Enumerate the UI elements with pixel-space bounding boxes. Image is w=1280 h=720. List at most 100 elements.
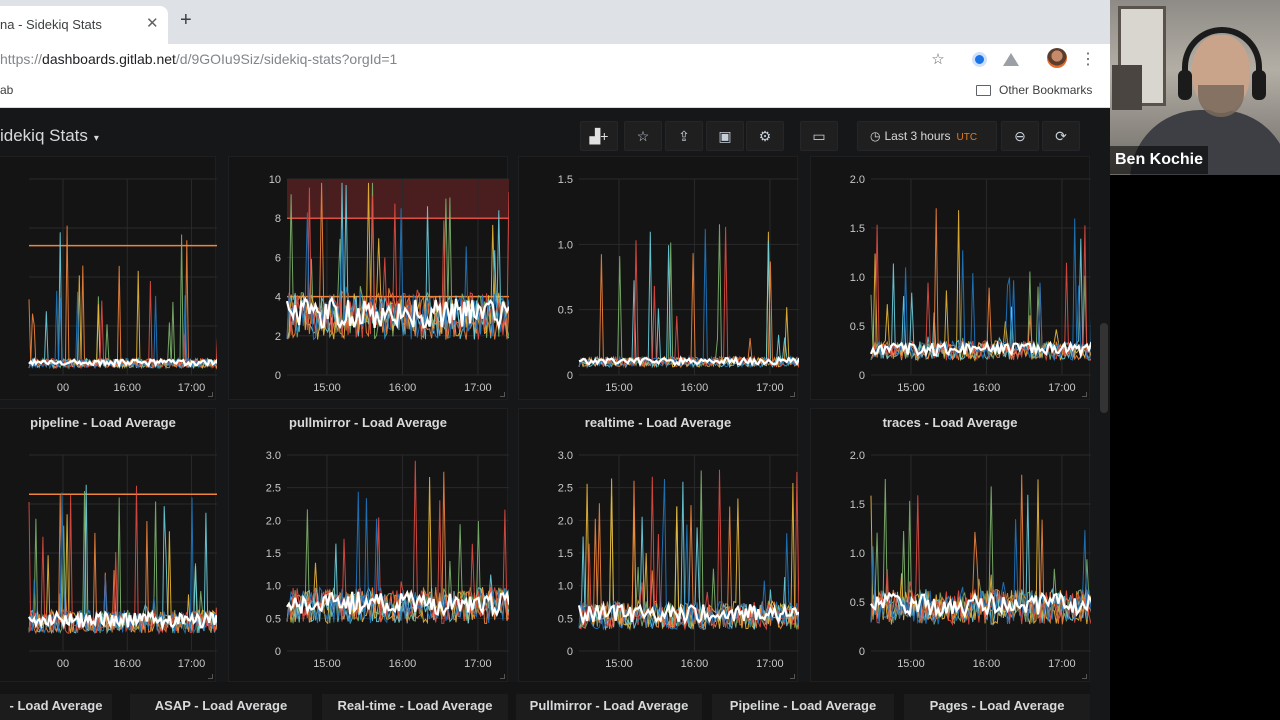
y-tick-label: 8 bbox=[275, 213, 281, 225]
gear-icon: ⚙ bbox=[758, 128, 772, 144]
x-tick-label: 16:00 bbox=[389, 382, 417, 394]
refresh-button[interactable]: ⟳ bbox=[1042, 121, 1080, 151]
y-tick-label: 6 bbox=[275, 252, 281, 264]
y-tick-label: 0 bbox=[567, 646, 573, 658]
y-tick-label: 2.0 bbox=[850, 450, 865, 462]
resize-handle[interactable] bbox=[500, 674, 505, 679]
y-tick-label: 1.0 bbox=[850, 548, 865, 560]
scrollbar[interactable] bbox=[1100, 323, 1108, 413]
browser-menu-icon[interactable]: ⋮ bbox=[1080, 51, 1096, 68]
time-range-label: Last 3 hours bbox=[884, 129, 951, 143]
panel-title[interactable]: pullmirror - Load Average bbox=[289, 415, 447, 430]
panel-realtime[interactable]: realtime - Load Average 0 0.5 1.0 1.5 2.0 2.5 3… bbox=[518, 408, 799, 682]
series-line bbox=[285, 296, 509, 331]
panel-title[interactable]: realtime - Load Average bbox=[584, 415, 732, 430]
participant-name: Ben Kochie bbox=[1110, 146, 1209, 174]
series-line bbox=[28, 357, 217, 369]
x-tick-label: 17:00 bbox=[1048, 382, 1076, 394]
x-tick-label: 15:00 bbox=[605, 382, 633, 394]
headset bbox=[1182, 27, 1262, 87]
bookmarks-bar: ab Other Bookmarks bbox=[0, 76, 1110, 108]
star-dashboard-button[interactable]: ☆ bbox=[624, 121, 662, 151]
headset-ear-left bbox=[1178, 70, 1192, 100]
new-tab-icon[interactable]: + bbox=[180, 9, 192, 31]
panel-title[interactable]: traces - Load Average bbox=[882, 415, 1018, 430]
add-panel-button[interactable]: ▟+ bbox=[580, 121, 618, 151]
x-tick-label: 15:00 bbox=[313, 382, 341, 394]
y-tick-label: 4 bbox=[275, 292, 281, 304]
bookmark-star-icon[interactable]: ☆ bbox=[931, 51, 945, 68]
collapsed-row-realtime[interactable]: Real-time - Load Average bbox=[322, 694, 508, 720]
resize-handle[interactable] bbox=[790, 674, 795, 679]
browser-tab[interactable]: na - Sidekiq Stats ✕ bbox=[0, 6, 168, 44]
resize-handle[interactable] bbox=[790, 392, 795, 397]
y-tick-label: 1.5 bbox=[850, 223, 865, 235]
y-tick-label: 0.5 bbox=[850, 597, 865, 609]
headset-ear-right bbox=[1252, 70, 1266, 100]
tv-mode-button[interactable]: ▭ bbox=[800, 121, 838, 151]
zoom-out-button[interactable]: ⊖ bbox=[1001, 121, 1039, 151]
x-tick-label: 15:00 bbox=[313, 658, 341, 670]
save-dashboard-button[interactable]: ▣ bbox=[706, 121, 744, 151]
x-tick-label: 17:00 bbox=[178, 658, 206, 670]
drive-extension-icon[interactable] bbox=[1003, 53, 1019, 66]
clock-icon: ◷ bbox=[870, 129, 881, 143]
panel-besteffort[interactable]: 0 2 4 6 8 10 15:00 16:00 17:00 bbox=[228, 156, 509, 400]
series-line bbox=[286, 589, 509, 618]
panel-import[interactable]: 0 0.5 1.0 1.5 15:00 16:00 17:00 bbox=[518, 156, 799, 400]
panel-asap[interactable]: 00 16:00 17:00 bbox=[0, 156, 217, 400]
resize-handle[interactable] bbox=[1082, 674, 1087, 679]
bookmark-gitlab[interactable]: ab bbox=[0, 83, 14, 97]
share-dashboard-button[interactable]: ⇪ bbox=[665, 121, 703, 151]
collapsed-row-pullmirror[interactable]: Pullmirror - Load Average bbox=[516, 694, 702, 720]
y-tick-label: 2.5 bbox=[266, 483, 281, 495]
y-tick-label: 1.5 bbox=[558, 548, 573, 560]
panel-graph: 00 16:00 17:00 bbox=[28, 454, 217, 670]
profile-avatar[interactable] bbox=[1047, 48, 1067, 68]
y-tick-label: 2.0 bbox=[558, 515, 573, 527]
panel-graph: 0 0.5 1.0 1.5 2.0 2.5 3.0 15:00 16:00 17:00 bbox=[266, 450, 509, 670]
x-tick-label: 17:00 bbox=[464, 658, 492, 670]
x-tick-label: 16:00 bbox=[973, 658, 1001, 670]
y-tick-label: 2.0 bbox=[266, 515, 281, 527]
x-tick-label: 00 bbox=[57, 658, 69, 670]
panel-pages[interactable]: 0 0.5 1.0 1.5 2.0 15:00 16:00 17:00 bbox=[810, 156, 1091, 400]
tab-title: na - Sidekiq Stats bbox=[0, 17, 102, 32]
other-bookmarks[interactable]: Other Bookmarks bbox=[999, 83, 1093, 97]
y-tick-label: 0 bbox=[859, 646, 865, 658]
time-range-picker[interactable]: ◷ Last 3 hours UTC bbox=[857, 121, 997, 151]
series-line bbox=[28, 290, 217, 370]
x-tick-label: 16:00 bbox=[681, 658, 709, 670]
resize-handle[interactable] bbox=[208, 392, 213, 397]
timezone-label: UTC bbox=[956, 132, 978, 143]
panel-graph: 0 0.5 1.0 1.5 15:00 16:00 17:00 bbox=[558, 174, 799, 394]
settings-button[interactable]: ⚙ bbox=[746, 121, 784, 151]
x-tick-label: 16:00 bbox=[389, 658, 417, 670]
collapsed-row-pipeline[interactable]: Pipeline - Load Average bbox=[712, 694, 894, 720]
resize-handle[interactable] bbox=[208, 674, 213, 679]
x-tick-label: 17:00 bbox=[464, 382, 492, 394]
collapsed-row-pages[interactable]: Pages - Load Average bbox=[904, 694, 1090, 720]
series-line bbox=[578, 231, 799, 369]
collapsed-row-asap[interactable]: ASAP - Load Average bbox=[130, 694, 312, 720]
address-bar[interactable]: https://dashboards.gitlab.net/d/9GOIu9Si… bbox=[0, 51, 397, 67]
panel-graph: 0 2 4 6 8 10 15:00 16:00 17:00 bbox=[269, 174, 509, 394]
save-icon: ▣ bbox=[718, 128, 732, 144]
tab-close-icon[interactable]: ✕ bbox=[146, 15, 159, 32]
x-tick-label: 16:00 bbox=[973, 382, 1001, 394]
panel-pipeline[interactable]: pipeline - Load Average 00 16:00 17:00 bbox=[0, 408, 217, 682]
y-tick-label: 0.5 bbox=[266, 613, 281, 625]
y-tick-label: 2.0 bbox=[850, 174, 865, 186]
collapsed-row-0[interactable]: - Load Average bbox=[0, 694, 112, 720]
dashboard-title[interactable]: idekiq Stats ▾ bbox=[0, 126, 99, 146]
x-tick-label: 16:00 bbox=[114, 382, 142, 394]
panel-pullmirror[interactable]: pullmirror - Load Average 0 0.5 1.0 1.5 2.0 2.… bbox=[228, 408, 509, 682]
extension-icon[interactable] bbox=[972, 52, 987, 67]
y-tick-label: 0 bbox=[275, 646, 281, 658]
resize-handle[interactable] bbox=[500, 392, 505, 397]
y-tick-label: 10 bbox=[269, 174, 281, 186]
panel-title[interactable]: pipeline - Load Average bbox=[30, 415, 176, 430]
panel-traces[interactable]: traces - Load Average 0 0.5 1.0 1.5 2.0 15:00 1… bbox=[810, 408, 1091, 682]
resize-handle[interactable] bbox=[1082, 392, 1087, 397]
series-line bbox=[578, 355, 799, 368]
